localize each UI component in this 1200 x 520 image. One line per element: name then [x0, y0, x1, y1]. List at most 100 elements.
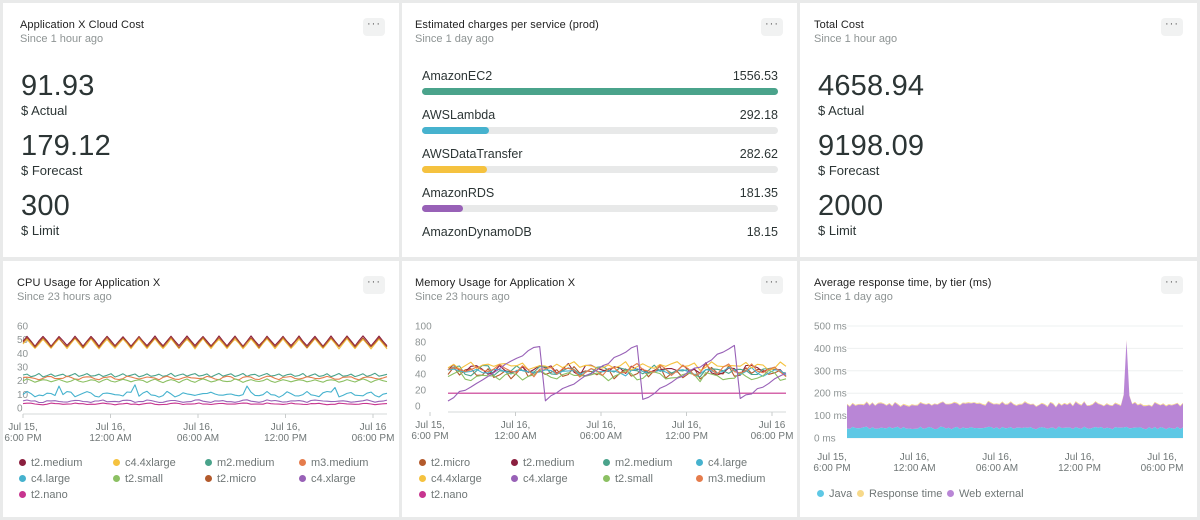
series-line-c4.xlarge[interactable] — [22, 399, 388, 404]
legend-swatch — [113, 475, 120, 482]
service-name: AmazonEC2 — [422, 69, 493, 83]
legend-item[interactable]: t2.nano — [19, 489, 68, 501]
y-tick-label: 80 — [415, 338, 427, 349]
y-tick-label: 0 ms — [814, 434, 836, 445]
legend-swatch — [696, 475, 703, 482]
metric-value: 179.12 — [21, 130, 111, 162]
legend-item[interactable]: c4.4xlarge — [113, 457, 176, 469]
forecast-metric: 179.12 $ Forecast — [21, 130, 111, 178]
series-line-t2.small[interactable] — [447, 369, 787, 383]
legend-swatch — [603, 459, 610, 466]
more-options-button[interactable]: ··· — [761, 276, 783, 294]
metric-label: $ Forecast — [21, 163, 83, 178]
area-web-external[interactable] — [847, 340, 1183, 430]
card-title: CPU Usage for Application X — [17, 277, 161, 289]
y-tick-label: 60 — [415, 354, 427, 365]
service-charge-header: AmazonEC2 1556.53 — [422, 69, 778, 83]
cpu-line-chart[interactable]: 60 50 40 30 20 10 0 Jul 15, 6:00 PM Jul 16, 12:00 … — [3, 316, 399, 506]
service-name: AWSDataTransfer — [422, 147, 523, 161]
legend-swatch — [419, 459, 426, 466]
forecast-metric: 9198.09 $ Forecast — [818, 130, 924, 178]
service-charge-value: 282.62 — [739, 147, 778, 161]
metric-label: $ Limit — [818, 223, 857, 238]
legend-item[interactable]: m2.medium — [603, 457, 672, 469]
area-java[interactable] — [847, 426, 1183, 438]
legend-label: m3.medium — [708, 473, 766, 485]
area-response-time[interactable] — [847, 339, 1183, 408]
legend-item[interactable]: t2.small — [603, 473, 653, 485]
series-line-c4.xlarge[interactable] — [447, 344, 787, 402]
legend-item[interactable]: t2.micro — [205, 473, 256, 485]
card-title: Memory Usage for Application X — [415, 277, 576, 289]
series-line-c4.4xlarge[interactable] — [22, 338, 388, 350]
y-tick-label: 200 ms — [814, 389, 847, 400]
legend-item[interactable]: Java — [817, 488, 852, 500]
charges-card: Estimated charges per service (prod) Sin… — [402, 3, 797, 257]
series-line-t2.medium[interactable] — [22, 335, 388, 347]
legend-item[interactable]: c4.xlarge — [511, 473, 568, 485]
legend-label: m2.medium — [615, 457, 673, 469]
legend-swatch — [511, 459, 518, 466]
legend-swatch — [817, 490, 824, 497]
legend-item[interactable]: m3.medium — [696, 473, 765, 485]
cloud-cost-card: Application X Cloud Cost Since 1 hour ag… — [3, 3, 399, 257]
actual-metric: 4658.94 $ Actual — [818, 70, 924, 118]
metric-value: 2000 — [818, 190, 884, 222]
series-line-t2.nano[interactable] — [22, 402, 388, 406]
series-line-t2.micro[interactable] — [22, 336, 388, 349]
more-options-button[interactable]: ··· — [363, 276, 385, 294]
more-options-button[interactable]: ··· — [1161, 18, 1183, 36]
response-area-chart[interactable]: 500 ms 400 ms 300 ms 200 ms 100 ms 0 ms Jul 15… — [800, 316, 1197, 506]
y-tick-label: 100 ms — [814, 411, 847, 422]
more-options-button[interactable]: ··· — [761, 18, 783, 36]
series-line-t2.small[interactable] — [22, 378, 388, 384]
legend-label: t2.micro — [217, 473, 257, 485]
legend-swatch — [205, 459, 212, 466]
service-charge-header: AWSLambda 292.18 — [422, 108, 778, 122]
legend-item[interactable]: t2.nano — [419, 489, 468, 501]
y-tick-label: 500 ms — [814, 322, 847, 333]
x-tick-label: Jul 16 06:00 PM — [352, 422, 395, 444]
legend-label: c4.large — [708, 457, 748, 469]
charge-bar-track — [422, 127, 778, 134]
service-name: AWSLambda — [422, 108, 496, 122]
legend-item[interactable]: c4.large — [696, 457, 747, 469]
card-title: Total Cost — [814, 19, 864, 31]
series-line-c4.large[interactable] — [22, 384, 388, 398]
legend-item[interactable]: Response time — [857, 488, 942, 500]
legend-item[interactable]: m2.medium — [205, 457, 274, 469]
metric-label: $ Actual — [21, 103, 68, 118]
x-tick-label: Jul 15, 6:00 PM — [4, 422, 41, 444]
charge-bar-track — [422, 166, 778, 173]
legend-label: t2.nano — [31, 489, 68, 501]
memory-line-chart[interactable]: 100 80 60 40 20 0 Jul 15, 6:00 PM Jul 16, 12:00 A… — [402, 316, 797, 506]
x-tick-label: Jul 15, 6:00 PM — [813, 452, 850, 474]
x-tick-label: Jul 16, 12:00 AM — [494, 420, 536, 442]
y-tick-label: 0 — [415, 402, 421, 413]
legend-item[interactable]: c4.xlarge — [299, 473, 356, 485]
legend-label: Response time — [869, 488, 943, 500]
service-charge-row: AmazonDynamoDB 18.15 — [422, 225, 778, 239]
legend-item[interactable]: t2.small — [113, 473, 163, 485]
legend-item[interactable]: c4.large — [19, 473, 70, 485]
memory-usage-card: Memory Usage for Application X Since 23 … — [402, 261, 797, 517]
legend-item[interactable]: t2.medium — [511, 457, 574, 469]
limit-metric: 2000 $ Limit — [818, 190, 883, 238]
series-line-m3.medium[interactable] — [447, 362, 787, 378]
legend-item[interactable]: t2.medium — [19, 457, 82, 469]
actual-metric: 91.93 $ Actual — [21, 70, 95, 118]
legend-item[interactable]: t2.micro — [419, 457, 470, 469]
legend-swatch — [857, 490, 864, 497]
legend-item[interactable]: c4.4xlarge — [419, 473, 482, 485]
legend-swatch — [299, 475, 306, 482]
more-options-button[interactable]: ··· — [1161, 276, 1183, 294]
legend-item[interactable]: m3.medium — [299, 457, 368, 469]
legend-swatch — [603, 475, 610, 482]
series-line-m3.medium[interactable] — [22, 375, 388, 381]
legend-label: t2.small — [615, 473, 653, 485]
more-options-button[interactable]: ··· — [363, 18, 385, 36]
legend-swatch — [19, 491, 26, 498]
series-line-c4.large[interactable] — [447, 366, 787, 377]
legend-item[interactable]: Web external — [947, 488, 1024, 500]
series-line-m2.medium[interactable] — [22, 372, 388, 378]
